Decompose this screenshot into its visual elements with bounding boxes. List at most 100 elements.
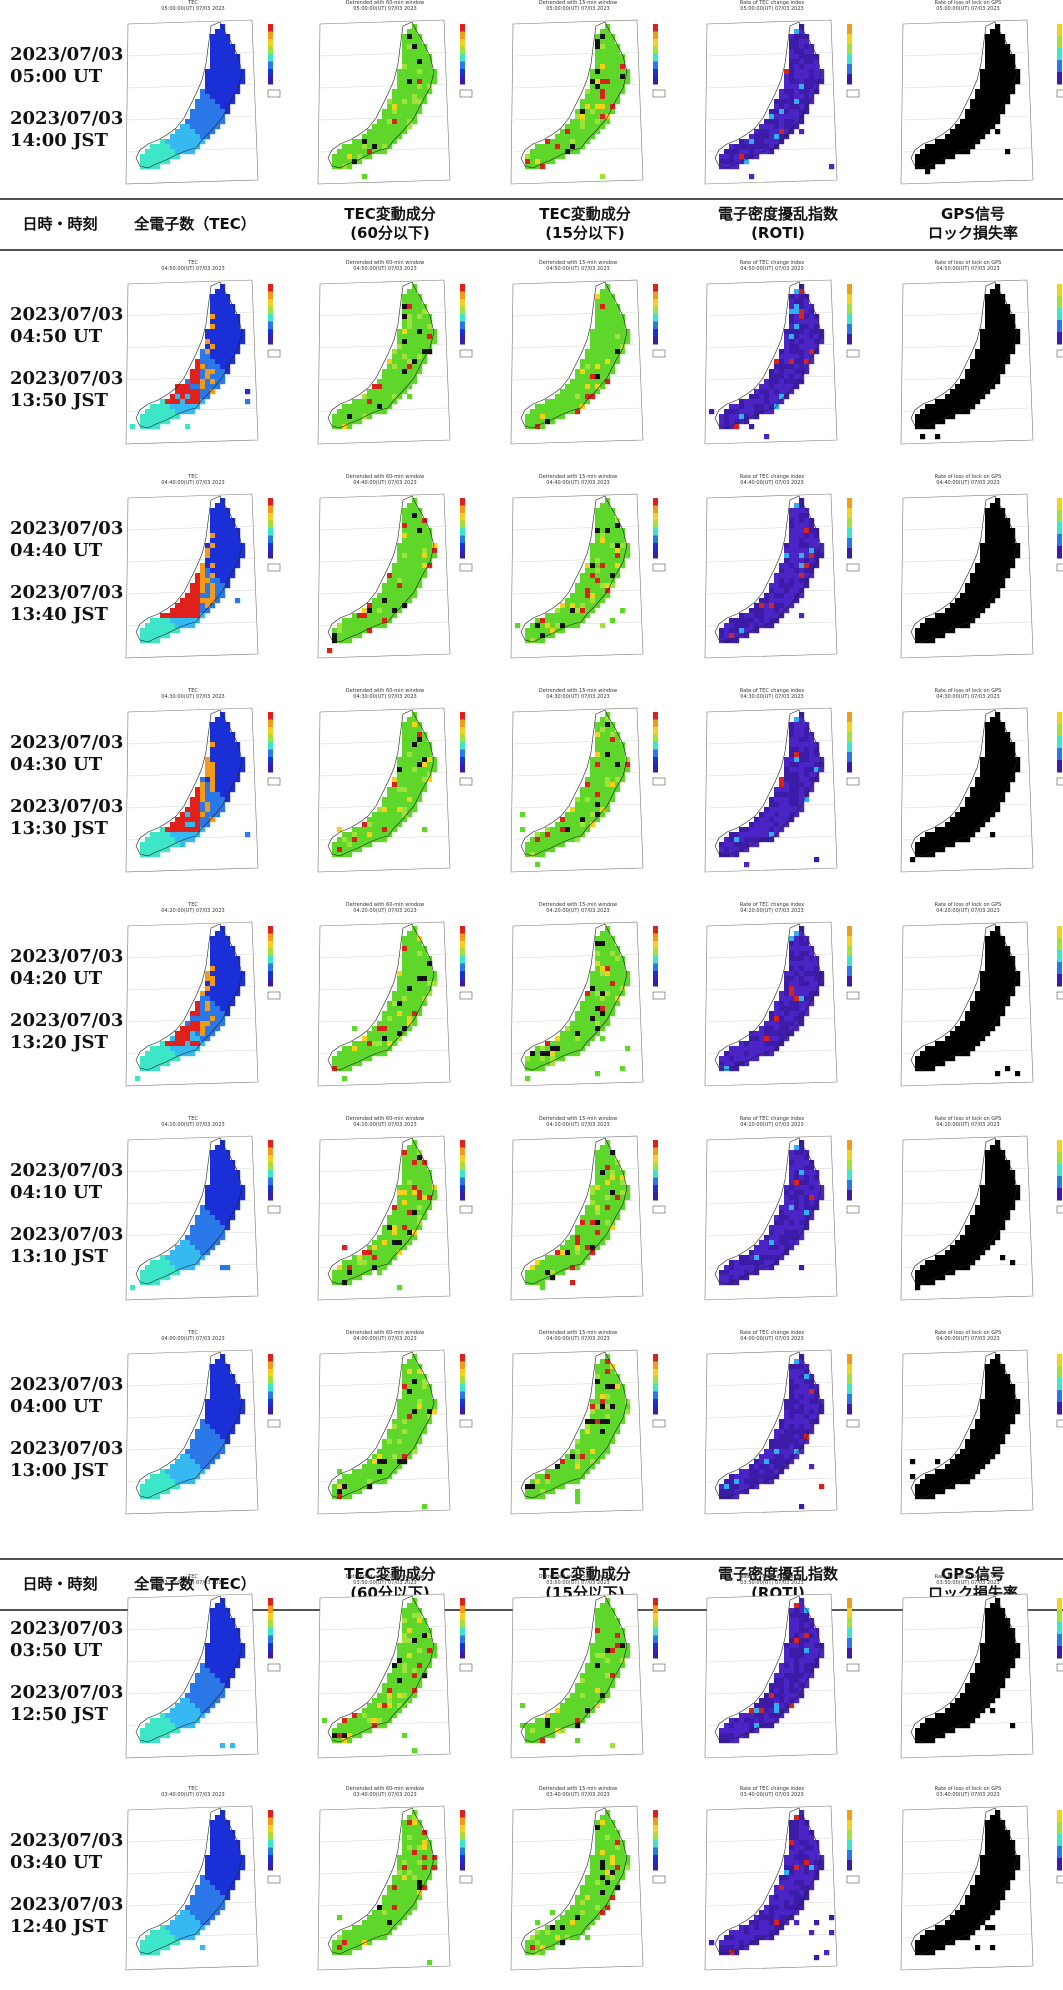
station-cell [150,628,156,634]
station-cell [175,613,181,619]
ut-date: 2023/07/03 [10,732,124,753]
station-cell [407,503,413,509]
station-cell [215,89,221,95]
station-cell [412,319,418,325]
station-cell [970,827,976,833]
station-cell [620,961,626,967]
station-cell [615,981,621,987]
station-cell [595,961,601,967]
station-cell [392,89,398,95]
station-cell [205,543,211,549]
station-cell [920,149,926,155]
station-cell [1000,563,1006,569]
station-cell [990,339,996,345]
station-cell [990,314,996,320]
station-cell [412,94,418,100]
station-cell [990,727,996,733]
station-cell [784,782,790,788]
station-cell [759,129,765,135]
station-cell [769,802,775,808]
station-cell [595,49,601,55]
colorbar-step [460,712,465,720]
station-cell [412,573,418,579]
station-cell [180,842,186,848]
station-cell [935,399,941,405]
station-cell [794,722,800,728]
station-cell [407,119,413,125]
station-cell [387,124,393,130]
station-cell [525,842,531,848]
station-cell [412,518,418,524]
station-cell [210,558,216,564]
station-cell [600,588,606,594]
station-cell [220,109,226,115]
station-cell [784,568,790,574]
station-cell [377,1026,383,1032]
colorbar [653,284,658,345]
station-cell [789,374,795,380]
station-cell [759,817,765,823]
station-cell [382,389,388,395]
station-cell [789,79,795,85]
station-cell [610,339,616,345]
station-cell [215,119,221,125]
station-cell [392,1026,398,1032]
station-cell [427,69,433,75]
station-cell [779,812,785,818]
station-cell [764,124,770,130]
station-cell [530,837,536,843]
station-cell [427,324,433,330]
station-cell [535,154,541,160]
station-cell [422,573,428,579]
station-cell [774,364,780,370]
station-cell [215,727,221,733]
station-cell [195,1041,201,1047]
colorbar-step [847,44,852,55]
station-cell [965,822,971,828]
station-cell [620,747,626,753]
station-cell [1000,59,1006,65]
station-cell [985,603,991,609]
station-cell [220,319,226,325]
colorbar [268,284,273,345]
station-cell [600,936,606,942]
station-cell [402,114,408,120]
station-cell [417,109,423,115]
station-cell [135,1076,141,1082]
station-cell [625,553,631,559]
station-cell [240,79,246,85]
station-cell [160,139,166,145]
station-cell [764,822,770,828]
station-cell [230,59,236,65]
colorbar-step [460,291,465,300]
colorbar-step [1057,498,1062,511]
station-cell [804,762,810,768]
station-cell [195,1046,201,1052]
station-cell [920,409,926,415]
station-cell [220,568,226,574]
station-cell [600,966,606,972]
station-cell [734,842,740,848]
station-cell [140,1056,146,1062]
station-cell [794,558,800,564]
station-cell [814,757,820,763]
station-cell [585,1036,591,1042]
colorbar-step [460,39,465,47]
station-cell [332,842,338,848]
tec-map-panel: TEC 04:20:00(UT) 07/03 2023 [118,902,290,1102]
station-cell [595,59,601,65]
station-cell [995,568,1001,574]
station-cell [744,404,750,410]
station-cell [945,613,951,619]
station-cell [759,399,765,405]
station-cell [362,613,368,619]
station-cell [980,603,986,609]
station-cell [342,837,348,843]
station-cell [605,752,611,758]
station-cell [794,54,800,60]
station-cell [605,722,611,728]
station-cell [397,339,403,345]
station-cell [1010,528,1016,534]
station-cell [215,503,221,509]
station-cell [195,1011,201,1017]
